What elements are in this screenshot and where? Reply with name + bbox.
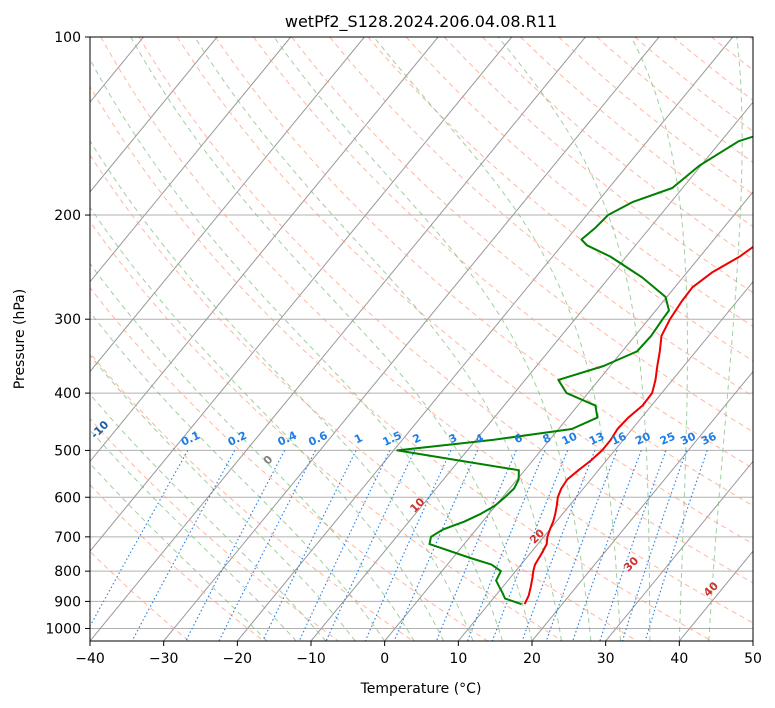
y-tick-label: 800 <box>54 564 81 580</box>
isotherm-line <box>236 37 734 641</box>
moist-adiabat-line <box>90 139 474 641</box>
mixing-ratio-label: 25 <box>658 430 677 448</box>
x-axis-ticks: −40 −30 −20 −10 0 10 20 30 40 50 <box>75 641 762 667</box>
dry-adiabat-line <box>482 37 753 260</box>
y-tick-label: 200 <box>54 208 81 224</box>
dry-adiabat-line <box>367 37 753 362</box>
y-tick-label: 100 <box>54 30 81 46</box>
isotherm-line <box>90 37 439 463</box>
dry-adiabat-line <box>100 37 753 624</box>
x-axis-label: Temperature (°C) <box>360 681 482 697</box>
plot-frame <box>89 36 754 642</box>
moist-adiabat-line <box>90 354 356 641</box>
dry-adiabat-line <box>90 352 414 641</box>
mixing-ratio-line <box>262 450 357 641</box>
isotherm-line <box>90 37 586 641</box>
mixing-ratio-line <box>325 450 416 641</box>
y-tick-label: 500 <box>54 443 81 459</box>
mixing-ratio-line <box>90 450 189 628</box>
dry-adiabat-line <box>214 37 753 507</box>
moist-adiabat-line <box>90 58 503 641</box>
chart-title: wetPf2_S128.2024.206.04.08.R11 <box>285 12 557 32</box>
isotherm-line <box>90 37 365 373</box>
y-axis-label: Pressure (hPa) <box>12 289 28 389</box>
moist-adiabat-line <box>194 37 562 641</box>
isotherm-line <box>457 280 753 641</box>
x-tick-label: −10 <box>296 651 326 667</box>
profile-series <box>396 135 753 606</box>
dry-adiabat-line <box>253 37 753 470</box>
x-tick-label: −20 <box>223 651 253 667</box>
dry-adiabat-line <box>329 37 753 397</box>
mixing-ratio-line <box>621 450 688 641</box>
x-tick-label: −40 <box>75 651 105 667</box>
dry-adiabat-line <box>291 37 753 433</box>
mixing-ratio-label: 30 <box>678 430 698 448</box>
x-tick-label: 50 <box>744 651 762 667</box>
moist-adiabat-line <box>90 462 268 641</box>
dry-adiabat-line <box>176 37 753 545</box>
x-tick-label: 10 <box>449 651 467 667</box>
isotherm-line <box>605 460 753 641</box>
mixing-ratio-line <box>364 450 452 641</box>
isotherm-line <box>310 101 753 641</box>
x-tick-label: 0 <box>380 651 389 667</box>
y-tick-label: 400 <box>54 386 81 402</box>
mixing-ratio-label: 13 <box>587 430 606 448</box>
dry-adiabat-line <box>138 37 753 584</box>
isotherm-line <box>90 37 218 193</box>
moist-adiabat-line <box>90 262 415 641</box>
dry-adiabat-line <box>90 154 638 641</box>
isotherm-lines <box>90 37 753 641</box>
moist-adiabat-line <box>90 429 297 641</box>
temperature-profile-line <box>523 245 753 605</box>
isotherm-line <box>90 37 292 283</box>
y-tick-label: 600 <box>54 490 81 506</box>
plot-area-background <box>90 37 753 641</box>
moist-adiabat-line <box>373 37 621 641</box>
pressure-gridlines <box>90 37 753 629</box>
mixing-ratio-label: 10 <box>560 430 580 448</box>
moist-adiabat-line <box>497 37 651 641</box>
isotherm-line <box>163 37 660 641</box>
dry-adiabat-line <box>90 417 339 641</box>
mixing-ratio-line <box>572 450 642 641</box>
mixing-ratio-line <box>435 450 517 641</box>
isotherm-line <box>531 370 753 641</box>
mixing-ratio-line <box>599 450 667 641</box>
dry-adiabat-line <box>90 220 563 641</box>
moist-adiabat-line <box>273 37 592 641</box>
dry-adiabat-line <box>558 37 753 195</box>
x-tick-label: 30 <box>597 651 615 667</box>
moist-adiabat-line <box>90 393 327 641</box>
dewpoint-profile-line <box>396 135 753 606</box>
moist-adiabat-line <box>630 37 688 641</box>
x-tick-label: 40 <box>670 651 688 667</box>
moist-adiabat-lines <box>90 37 743 641</box>
moist-adiabat-line <box>130 37 533 641</box>
mixing-ratio-lines <box>90 450 708 641</box>
x-tick-label: 20 <box>523 651 541 667</box>
mixing-ratio-label: 16 <box>609 430 629 448</box>
moist-adiabat-line <box>708 37 743 641</box>
y-tick-label: 700 <box>54 530 81 546</box>
mixing-ratio-label: 36 <box>699 430 719 448</box>
x-tick-label: −30 <box>149 651 179 667</box>
mixing-ratio-line <box>644 450 708 641</box>
dry-adiabat-line <box>443 37 753 294</box>
moist-adiabat-line <box>90 206 445 641</box>
mixing-ratio-line <box>298 450 391 641</box>
y-axis-ticks: 100 200 300 400 500 600 700 800 900 1000 <box>45 30 90 637</box>
mixing-ratio-line <box>131 450 236 641</box>
isotherm-line <box>384 191 753 641</box>
y-tick-label: 1000 <box>45 621 81 637</box>
isotherm-line <box>90 37 513 552</box>
y-tick-label: 900 <box>54 594 81 610</box>
mixing-ratio-label: 20 <box>633 430 653 448</box>
y-tick-label: 300 <box>54 312 81 328</box>
dry-adiabat-lines <box>90 37 753 641</box>
